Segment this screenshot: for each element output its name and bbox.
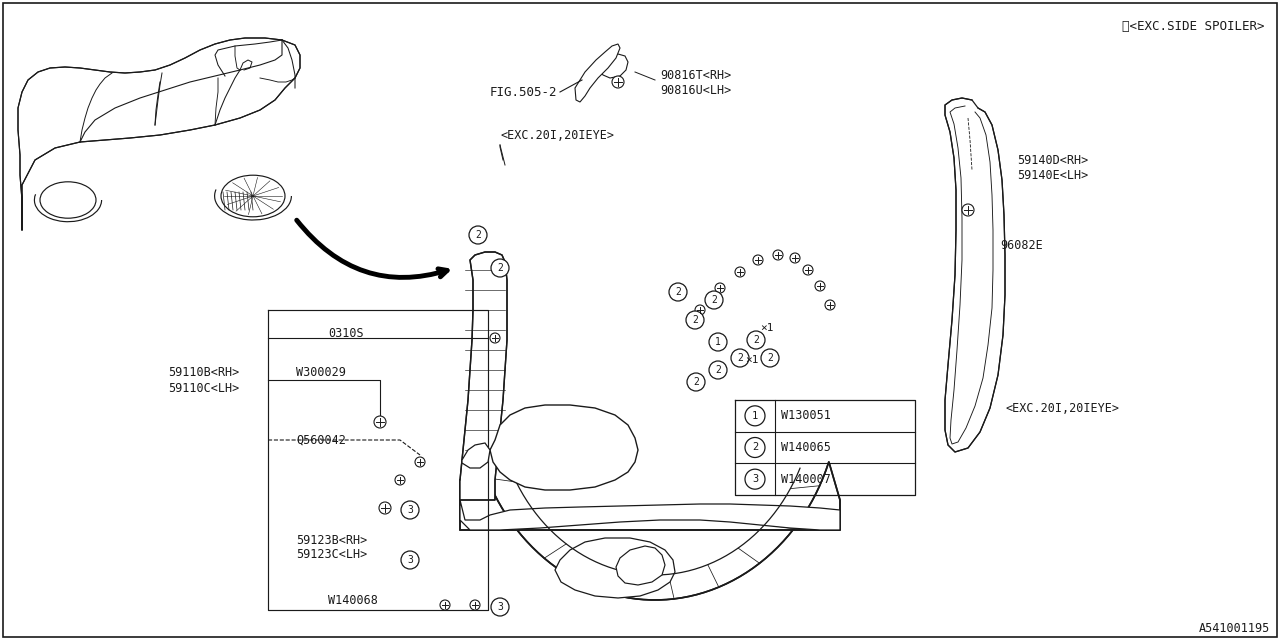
Text: W140065: W140065 xyxy=(781,441,831,454)
Circle shape xyxy=(396,475,404,485)
Text: ×1: ×1 xyxy=(760,323,773,333)
Text: 3: 3 xyxy=(751,474,758,484)
Circle shape xyxy=(745,406,765,426)
Circle shape xyxy=(401,501,419,519)
Text: 59140D<RH>: 59140D<RH> xyxy=(1016,154,1088,166)
Circle shape xyxy=(735,267,745,277)
Circle shape xyxy=(815,281,826,291)
Circle shape xyxy=(374,416,387,428)
Polygon shape xyxy=(598,54,628,78)
Text: ×1: ×1 xyxy=(745,355,759,365)
Text: 2: 2 xyxy=(712,295,717,305)
Text: 59123C<LH>: 59123C<LH> xyxy=(296,548,367,561)
Text: 59123B<RH>: 59123B<RH> xyxy=(296,534,367,547)
Text: 59110B<RH>: 59110B<RH> xyxy=(168,365,239,378)
Circle shape xyxy=(803,265,813,275)
Text: Q560042: Q560042 xyxy=(296,433,346,447)
Text: <EXC.20I,20IEYE>: <EXC.20I,20IEYE> xyxy=(1005,401,1119,415)
Polygon shape xyxy=(18,38,300,230)
Circle shape xyxy=(790,253,800,263)
Polygon shape xyxy=(460,500,840,530)
Text: 2: 2 xyxy=(497,263,503,273)
Text: 2: 2 xyxy=(737,353,742,363)
Text: 96082E: 96082E xyxy=(1000,239,1043,252)
Circle shape xyxy=(753,255,763,265)
Text: <EXC.20I,20IEYE>: <EXC.20I,20IEYE> xyxy=(500,129,614,141)
Polygon shape xyxy=(616,546,666,585)
Text: 2: 2 xyxy=(475,230,481,240)
Circle shape xyxy=(468,226,486,244)
Polygon shape xyxy=(556,538,675,598)
Text: 2: 2 xyxy=(692,315,698,325)
Circle shape xyxy=(492,259,509,277)
Text: 3: 3 xyxy=(407,555,413,565)
Circle shape xyxy=(401,551,419,569)
Circle shape xyxy=(490,333,500,343)
Circle shape xyxy=(440,600,451,610)
Text: 2: 2 xyxy=(716,365,721,375)
Circle shape xyxy=(612,76,625,88)
Polygon shape xyxy=(945,98,1005,452)
Text: ※<EXC.SIDE SPOILER>: ※<EXC.SIDE SPOILER> xyxy=(1123,20,1265,33)
Circle shape xyxy=(716,283,724,293)
Polygon shape xyxy=(490,405,637,490)
Polygon shape xyxy=(575,44,620,102)
Circle shape xyxy=(695,305,705,315)
Text: 0310S: 0310S xyxy=(328,326,364,339)
Circle shape xyxy=(745,438,765,458)
Text: W140068: W140068 xyxy=(328,593,378,607)
Circle shape xyxy=(748,331,765,349)
Text: W130051: W130051 xyxy=(781,410,831,422)
Circle shape xyxy=(492,598,509,616)
Circle shape xyxy=(709,333,727,351)
Circle shape xyxy=(415,457,425,467)
Polygon shape xyxy=(460,462,840,600)
Circle shape xyxy=(687,373,705,391)
Text: 1: 1 xyxy=(716,337,721,347)
Polygon shape xyxy=(462,443,490,468)
Text: 2: 2 xyxy=(692,377,699,387)
Text: 3: 3 xyxy=(407,505,413,515)
Text: FIG.505-2: FIG.505-2 xyxy=(490,86,558,99)
Text: W300029: W300029 xyxy=(296,365,346,378)
Text: 3: 3 xyxy=(497,602,503,612)
Polygon shape xyxy=(460,252,507,500)
Circle shape xyxy=(731,349,749,367)
Text: 2: 2 xyxy=(767,353,773,363)
Text: 2: 2 xyxy=(751,442,758,452)
Text: 2: 2 xyxy=(753,335,759,345)
Circle shape xyxy=(470,600,480,610)
Text: 90816U<LH>: 90816U<LH> xyxy=(660,83,731,97)
Circle shape xyxy=(963,204,974,216)
Circle shape xyxy=(762,349,780,367)
Text: 1: 1 xyxy=(751,411,758,421)
Text: 59140E<LH>: 59140E<LH> xyxy=(1016,168,1088,182)
Text: A541001195: A541001195 xyxy=(1199,621,1270,634)
Circle shape xyxy=(709,361,727,379)
Circle shape xyxy=(686,311,704,329)
Text: W140007: W140007 xyxy=(781,473,831,486)
Circle shape xyxy=(773,250,783,260)
Circle shape xyxy=(826,300,835,310)
Circle shape xyxy=(379,502,390,514)
Text: 90816T<RH>: 90816T<RH> xyxy=(660,68,731,81)
Text: 2: 2 xyxy=(675,287,681,297)
Circle shape xyxy=(745,469,765,489)
Circle shape xyxy=(705,291,723,309)
Text: 59110C<LH>: 59110C<LH> xyxy=(168,381,239,394)
Circle shape xyxy=(669,283,687,301)
